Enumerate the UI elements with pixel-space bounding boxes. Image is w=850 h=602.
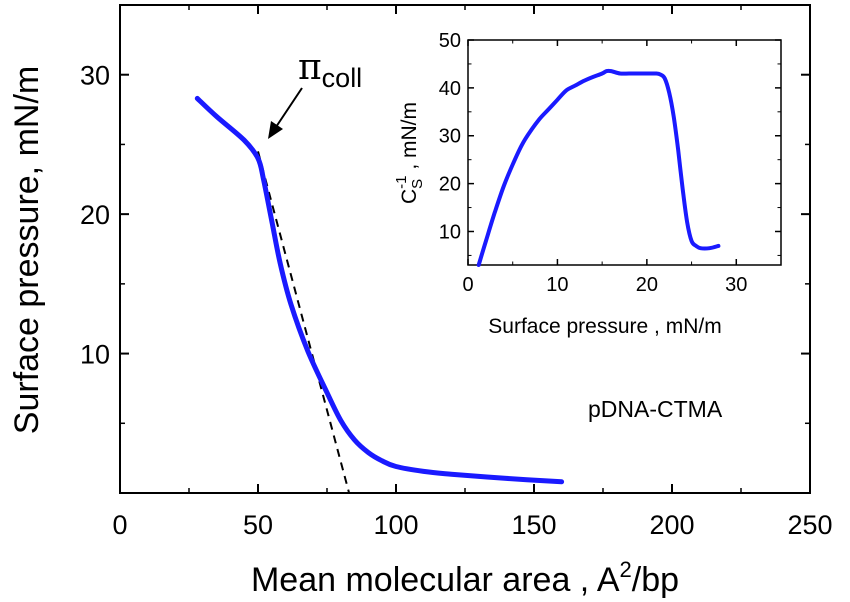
inset-x-axis-label: Surface pressure , mN/m <box>488 315 721 338</box>
pi-symbol: π <box>298 47 322 88</box>
annotation-arrow-shaft <box>275 87 303 128</box>
main-x-tick-label: 150 <box>511 510 556 540</box>
inset-x-tick-label: 20 <box>636 274 658 296</box>
inset-y-axis-label-sub: S <box>409 179 426 189</box>
main-x-tick-label: 100 <box>373 510 418 540</box>
main-y-tick-label: 10 <box>80 340 110 370</box>
inset-y-axis-label-main: C <box>398 189 421 204</box>
main-ticks <box>119 5 811 493</box>
inset-y-axis-label-sup: -1 <box>393 175 410 188</box>
inset-ticks <box>467 39 781 265</box>
main-y-axis-label: Surface pressure, mN/m <box>8 66 46 434</box>
main-x-axis-label: Mean molecular area , A2/bp <box>251 557 679 599</box>
sample-label: pDNA-CTMA <box>588 396 723 422</box>
inset-x-tick-label: 10 <box>546 274 568 296</box>
main-y-tick-label: 30 <box>80 61 110 91</box>
main-x-tick-label: 250 <box>787 510 832 540</box>
main-x-axis-label-sup: 2 <box>620 557 632 582</box>
main-x-axis-label-main: Mean molecular area , A <box>251 561 620 599</box>
pi-subscript: coll <box>322 63 363 93</box>
main-x-tick-label: 0 <box>112 510 127 540</box>
main-fit-dashed-line <box>257 151 351 494</box>
main-x-tick-label: 200 <box>649 510 694 540</box>
main-series-line <box>194 95 565 485</box>
pi-coll-annotation: πcoll <box>298 47 362 93</box>
inset-series-line <box>476 68 721 267</box>
main-y-tick-label: 20 <box>80 200 110 230</box>
inset-y-axis-label: CS-1 , mN/m <box>393 102 426 204</box>
inset-plot-frame <box>467 39 782 266</box>
inset-y-tick-label: 50 <box>439 30 461 52</box>
main-x-tick-label: 50 <box>243 510 273 540</box>
inset-y-tick-label: 20 <box>439 174 461 196</box>
main-x-axis-label-tail: /bp <box>632 561 679 599</box>
inset-y-tick-label: 30 <box>439 126 461 148</box>
annotation-arrow-head <box>268 121 283 139</box>
inset-tick-labels: 0 10 20 30 10 20 30 40 50 <box>439 30 748 296</box>
inset-y-tick-label: 40 <box>439 78 461 100</box>
inset-x-tick-label: 30 <box>725 274 747 296</box>
inset-y-tick-label: 10 <box>439 221 461 243</box>
inset-y-axis-label-tail: , mN/m <box>398 102 421 176</box>
inset-x-tick-label: 0 <box>462 274 473 296</box>
